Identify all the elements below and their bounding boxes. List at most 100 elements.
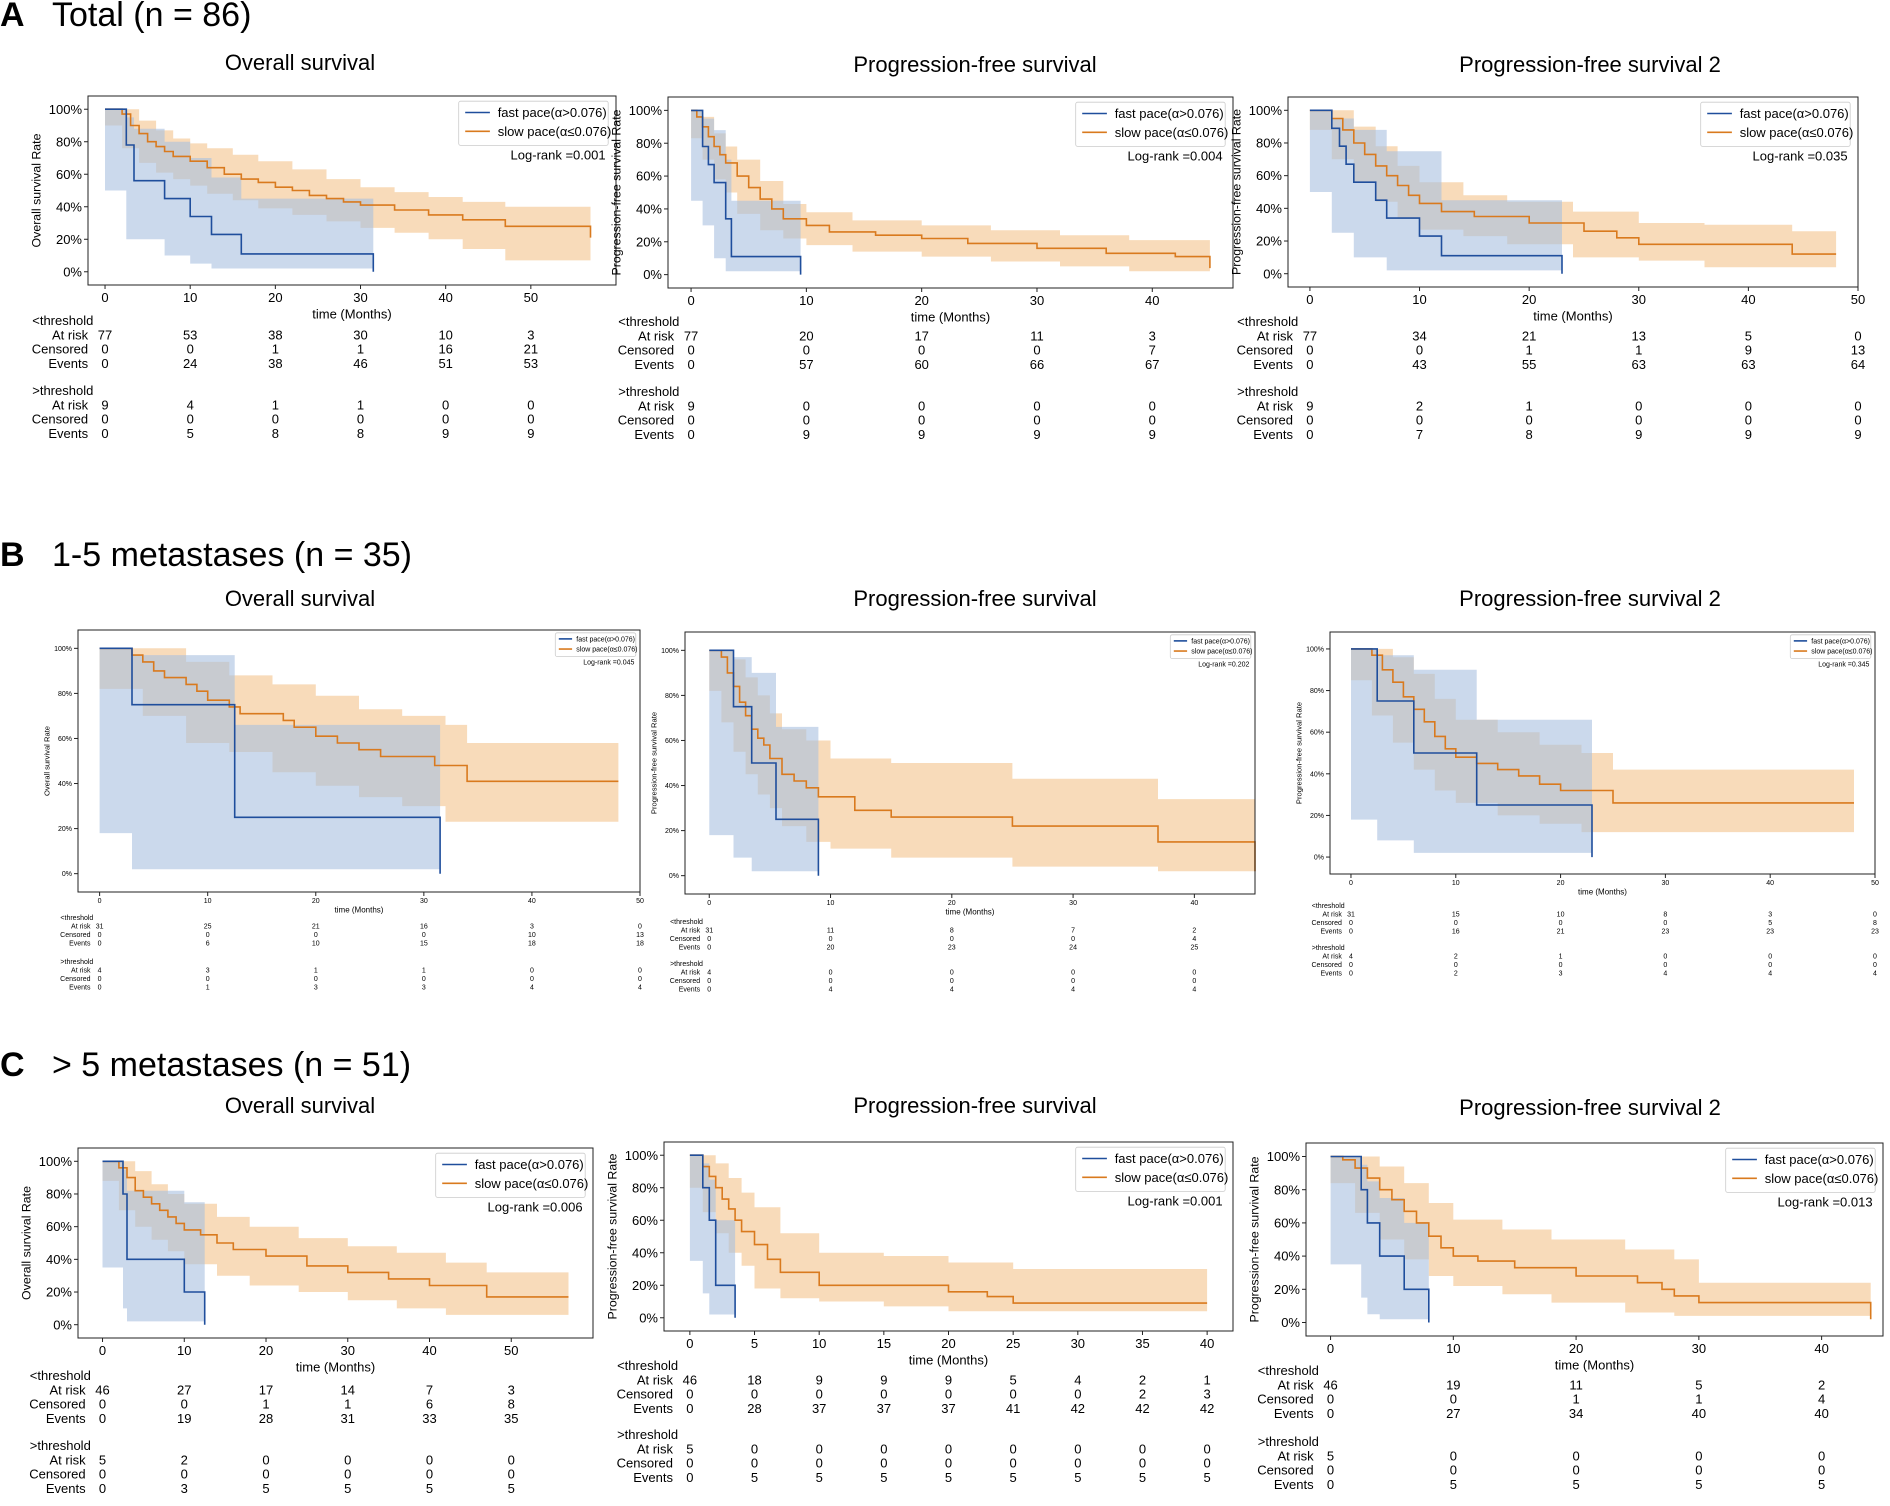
x-tick-label: 40 [528, 898, 536, 905]
risk-cell: 5 [426, 1481, 433, 1496]
y-tick-label: 0% [63, 264, 82, 279]
legend-fast-label: fast pace(α>0.076) [1115, 1151, 1224, 1166]
risk-cell: 3 [530, 924, 534, 931]
risk-cell: 0 [1204, 1441, 1211, 1456]
risk-cell: 24 [1069, 945, 1077, 952]
risk-cell: 1 [1695, 1392, 1702, 1407]
risk-cell: 0 [1572, 1448, 1579, 1463]
risk-row-label: Censored [670, 978, 700, 985]
slow-pace-curve [1351, 648, 1854, 804]
legend-slow-label: slow pace(α≤0.076) [1740, 125, 1854, 140]
risk-cell: 10 [312, 941, 320, 948]
risk-cell: 16 [438, 342, 452, 357]
risk-group-header: <threshold [618, 314, 679, 329]
plot-frame [77, 1147, 594, 1339]
risk-cell: 0 [262, 1467, 269, 1482]
y-tick-label: 60% [1310, 730, 1324, 737]
y-tick-label: 80% [58, 691, 72, 698]
x-tick-label: 0 [99, 1343, 106, 1358]
risk-cell: 0 [1192, 978, 1196, 985]
risk-cell: 0 [816, 1387, 823, 1402]
risk-cell: 20 [827, 945, 835, 952]
y-tick-label: 60% [46, 1219, 72, 1234]
risk-cell: 46 [95, 1382, 109, 1397]
risk-cell: 9 [687, 398, 694, 413]
risk-row-label: At risk [681, 928, 701, 935]
x-tick-label: 20 [914, 293, 928, 308]
risk-cell: 4 [1663, 971, 1667, 978]
risk-cell: 0 [1818, 1463, 1825, 1478]
risk-row-label: At risk [1278, 1448, 1315, 1463]
x-tick-label: 40 [1741, 292, 1755, 307]
risk-cell: 0 [1306, 343, 1313, 358]
risk-cell: 42 [1135, 1401, 1149, 1416]
panel-title: Progression-free survival 2 [1459, 1095, 1721, 1120]
risk-cell: 0 [1873, 954, 1877, 961]
risk-cell: 23 [1766, 929, 1774, 936]
risk-cell: 3 [181, 1481, 188, 1496]
risk-row-label: At risk [681, 970, 701, 977]
risk-cell: 0 [1327, 1463, 1334, 1478]
y-axis-label: Overall survival Rate [19, 1186, 33, 1300]
x-axis-label: time (Months) [1555, 1357, 1634, 1372]
risk-cell: 5 [1768, 920, 1772, 927]
x-tick-label: 40 [1814, 1341, 1828, 1356]
risk-group-header: >threshold [1258, 1434, 1319, 1449]
y-tick-label: 60% [58, 736, 72, 743]
risk-cell: 8 [1663, 912, 1667, 919]
slow-pace-curve [1309, 109, 1837, 255]
x-tick-label: 30 [1692, 1341, 1706, 1356]
risk-cell: 4 [1349, 954, 1353, 961]
risk-cell: 1 [1559, 954, 1563, 961]
risk-cell: 0 [508, 1467, 515, 1482]
slow-pace-curve [689, 1154, 1208, 1304]
legend-box [458, 100, 609, 146]
y-tick-label: 20% [636, 234, 662, 249]
x-tick-label: 10 [1452, 880, 1460, 887]
slow-pace-ci-band [709, 650, 1255, 872]
fast-pace-curve [1351, 648, 1593, 858]
risk-cell: 0 [1663, 962, 1667, 969]
fast-pace-curve [709, 649, 820, 876]
risk-cell: 10 [1557, 912, 1565, 919]
risk-row-label: Events [1253, 357, 1293, 372]
risk-row-label: Events [46, 1481, 86, 1496]
risk-cell: 5 [1818, 1477, 1825, 1492]
risk-cell: 34 [1569, 1406, 1583, 1421]
risk-cell: 2 [181, 1452, 188, 1467]
risk-cell: 9 [880, 1372, 887, 1387]
y-tick-label: 100% [1249, 103, 1283, 118]
risk-row-label: Censored [618, 413, 674, 428]
panel-title: Progression-free survival 2 [1459, 52, 1721, 77]
risk-cell: 0 [1033, 413, 1040, 428]
x-tick-label: 10 [812, 1336, 826, 1351]
risk-cell: 1 [344, 1397, 351, 1412]
risk-cell: 0 [638, 924, 642, 931]
x-tick-label: 30 [1661, 880, 1669, 887]
risk-row-label: Censored [1257, 1392, 1313, 1407]
km-panel-4: 0% 20% 40% 60% 80% 100% Overall survival Rate 0… [43, 629, 644, 992]
x-tick-label: 20 [1569, 1341, 1583, 1356]
risk-cell: 15 [420, 941, 428, 948]
risk-row-label: At risk [52, 327, 89, 342]
fast-pace-curve [1309, 109, 1563, 274]
risk-cell: 0 [1149, 398, 1156, 413]
risk-cell: 4 [530, 985, 534, 992]
risk-cell: 0 [945, 1441, 952, 1456]
fast-pace-ci-band [709, 650, 819, 872]
risk-cell: 0 [422, 976, 426, 983]
risk-cell: 0 [262, 1452, 269, 1467]
legend-fast-label: fast pace(α>0.076) [498, 105, 607, 120]
y-tick-label: 100% [625, 1148, 659, 1163]
risk-cell: 23 [1661, 929, 1669, 936]
risk-cell: 0 [918, 413, 925, 428]
plot-frame [77, 629, 641, 893]
risk-cell: 51 [438, 356, 452, 371]
risk-row-label: Events [48, 356, 88, 371]
risk-row-label: Censored [618, 343, 674, 358]
x-axis-label: time (Months) [946, 908, 995, 917]
risk-cell: 9 [101, 397, 108, 412]
y-tick-label: 80% [46, 1187, 72, 1202]
y-axis-label: Progression-free survival Rate [1247, 1156, 1261, 1322]
x-tick-label: 40 [438, 290, 452, 305]
